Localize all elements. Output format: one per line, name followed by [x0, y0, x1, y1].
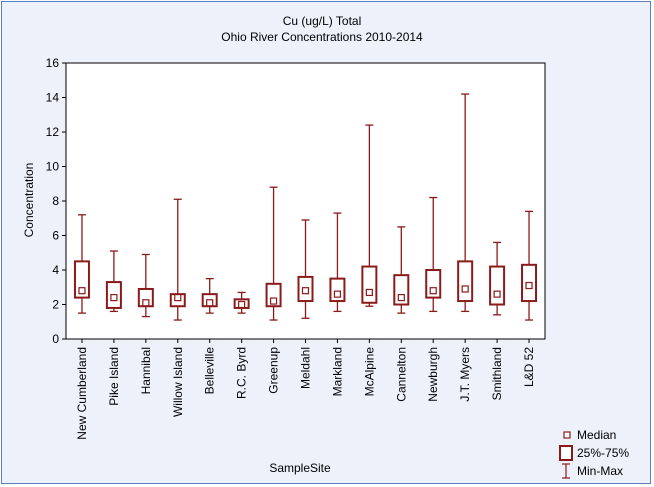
median-marker [525, 281, 533, 290]
y-tick-label: 2 [52, 298, 59, 312]
median-marker [206, 299, 214, 307]
x-tick-label: Markland [330, 347, 344, 396]
legend-median-marker [563, 431, 571, 439]
box-7 [297, 219, 314, 319]
x-tick-label: New Cumberland [75, 347, 89, 440]
x-tick-label: J.T. Myers [458, 347, 472, 402]
median-marker [174, 294, 182, 302]
box-0 [73, 214, 90, 314]
x-tick-label: Newburgh [426, 347, 440, 402]
x-tick-label: R.C. Byrd [235, 347, 249, 399]
chart-subtitle: Ohio River Concentrations 2010-2014 [221, 30, 423, 44]
y-tick-label: 10 [46, 160, 60, 174]
x-tick-label: Smithland [490, 347, 504, 400]
y-axis-label: Concentration [22, 163, 36, 238]
median-marker [142, 299, 150, 307]
chart-title: Cu (ug/L) Total [283, 14, 362, 28]
median-marker [301, 287, 310, 295]
box-8 [329, 212, 346, 313]
legend: Median 25%-75% Min-Max [559, 428, 629, 479]
box-4 [201, 277, 218, 314]
median-marker [397, 294, 405, 302]
box-14 [521, 210, 538, 321]
median-marker [365, 288, 373, 297]
median-marker [269, 297, 278, 305]
x-tick-label: Pike Island [107, 347, 121, 406]
median-marker [429, 287, 437, 295]
box-group [73, 93, 538, 321]
iqr-box [489, 265, 506, 306]
y-axis: 0 2 4 6 8 10 12 14 16 [46, 56, 66, 346]
x-tick-label: L&D 52 [522, 347, 536, 387]
box-12 [457, 93, 474, 313]
iqr-box [361, 265, 378, 304]
box-11 [425, 196, 442, 313]
median-marker [333, 290, 342, 298]
box-13 [489, 241, 506, 316]
legend-whisker-label: Min-Max [577, 464, 623, 478]
legend-iqr-marker [559, 445, 573, 461]
x-tick-label: Cannelton [394, 347, 408, 402]
x-tick-label: McAlpine [362, 347, 376, 397]
box-10 [393, 226, 410, 314]
x-tick-label: Hannibal [139, 347, 153, 394]
y-tick-label: 4 [52, 263, 59, 277]
x-tick-label: Greenup [267, 347, 281, 394]
box-1 [105, 250, 122, 313]
x-axis: New Cumberland Pike Island Hannibal Willow … [75, 339, 536, 440]
x-tick-label: Meldahl [299, 347, 313, 389]
y-tick-label: 8 [52, 194, 59, 208]
box-3 [169, 198, 186, 321]
box-9 [361, 124, 378, 307]
y-tick-label: 0 [52, 332, 59, 346]
iqr-box [457, 260, 474, 303]
legend-median-label: Median [577, 428, 616, 442]
y-tick-label: 16 [46, 56, 60, 70]
median-marker [78, 287, 86, 295]
median-marker [493, 290, 501, 298]
y-tick-label: 14 [46, 91, 60, 105]
box-2 [137, 253, 154, 318]
box-6 [265, 186, 282, 321]
y-tick-label: 6 [52, 229, 59, 243]
box-5 [233, 291, 250, 314]
y-tick-label: 12 [46, 125, 60, 139]
x-axis-label: SampleSite [269, 461, 331, 475]
legend-whisker-marker [562, 463, 570, 479]
median-marker [461, 285, 469, 293]
x-tick-label: Willow Island [171, 347, 185, 417]
x-tick-label: Belleville [203, 347, 217, 395]
median-marker [110, 294, 118, 302]
legend-iqr-label: 25%-75% [577, 446, 629, 460]
median-marker [238, 300, 246, 309]
